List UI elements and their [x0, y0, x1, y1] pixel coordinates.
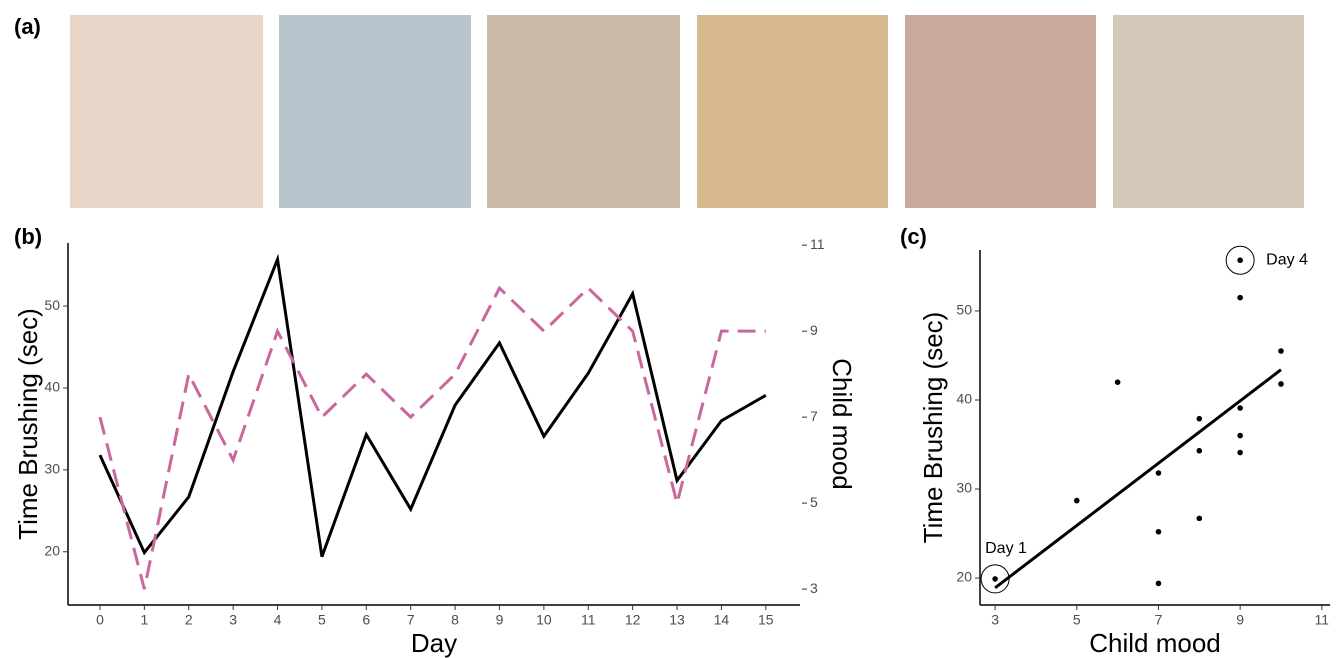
- point: [1156, 470, 1162, 476]
- x-tick-label: 10: [536, 612, 552, 628]
- point: [1278, 348, 1284, 354]
- y2-tick-label: 7: [810, 408, 818, 424]
- y-tick-label: 40: [956, 391, 972, 407]
- y2-tick-label: 5: [810, 494, 818, 510]
- x-tick-label: 2: [185, 612, 193, 628]
- x-tick-label: 1: [140, 612, 148, 628]
- x-axis-label: Day: [411, 628, 457, 658]
- point: [1197, 416, 1203, 422]
- y-axis-label: Time Brushing (sec): [13, 308, 43, 540]
- x-tick-label: 7: [407, 612, 415, 628]
- x-tick-label: 15: [758, 612, 774, 628]
- x-tick-label: 8: [451, 612, 459, 628]
- point: [1197, 448, 1203, 454]
- x-tick-label: 5: [1073, 612, 1081, 628]
- x-tick-label: 0: [96, 612, 104, 628]
- series-line: [100, 259, 766, 556]
- y-tick-label: 50: [44, 297, 60, 313]
- x-axis-label: Child mood: [1089, 628, 1221, 658]
- point: [1197, 516, 1203, 522]
- point: [1115, 379, 1121, 385]
- x-tick-label: 11: [581, 612, 596, 628]
- page: (a) (b)012345678910111213141520304050357…: [0, 0, 1341, 658]
- photo: [487, 15, 680, 208]
- x-tick-label: 3: [229, 612, 237, 628]
- point: [1237, 433, 1243, 439]
- point: [1237, 257, 1243, 263]
- point: [1156, 581, 1162, 587]
- point: [1278, 381, 1284, 387]
- panel-label: (b): [14, 224, 42, 249]
- y-tick-label: 20: [44, 542, 60, 558]
- point: [1237, 295, 1243, 301]
- y-tick-label: 50: [956, 302, 972, 318]
- figure: (a) (b)012345678910111213141520304050357…: [0, 0, 1341, 658]
- x-tick-label: 11: [1315, 612, 1330, 628]
- trend-line: [995, 370, 1281, 588]
- photo: [905, 15, 1096, 208]
- y-axis-label: Time Brushing (sec): [918, 312, 948, 544]
- panel-label: (c): [900, 224, 927, 249]
- point: [1156, 529, 1162, 535]
- annotation: Day 1: [985, 540, 1027, 557]
- y-tick-label: 40: [44, 379, 60, 395]
- point: [1237, 405, 1243, 411]
- photo: [697, 15, 888, 208]
- x-tick-label: 9: [1236, 612, 1244, 628]
- y2-tick-label: 9: [810, 322, 818, 338]
- y-tick-label: 30: [956, 480, 972, 496]
- x-tick-label: 4: [274, 612, 282, 628]
- y2-tick-label: 3: [810, 580, 818, 596]
- point: [1237, 450, 1243, 456]
- x-tick-label: 14: [714, 612, 730, 628]
- x-tick-label: 6: [362, 612, 370, 628]
- photo-row: [70, 15, 1304, 208]
- x-tick-label: 5: [318, 612, 326, 628]
- y-tick-label: 30: [44, 461, 60, 477]
- x-tick-label: 12: [625, 612, 641, 628]
- annotation: Day 4: [1266, 251, 1308, 268]
- photo: [279, 15, 471, 208]
- y2-axis-label: Child mood: [827, 358, 857, 490]
- point: [1074, 498, 1080, 504]
- x-tick-label: 3: [991, 612, 999, 628]
- point: [992, 576, 998, 582]
- panel-label: (a): [14, 14, 41, 39]
- photo: [70, 15, 263, 208]
- y2-tick-label: 11: [810, 236, 825, 252]
- x-tick-label: 9: [496, 612, 504, 628]
- x-tick-label: 7: [1155, 612, 1163, 628]
- photo: [1113, 15, 1304, 208]
- y-tick-label: 20: [956, 569, 972, 585]
- x-tick-label: 13: [669, 612, 685, 628]
